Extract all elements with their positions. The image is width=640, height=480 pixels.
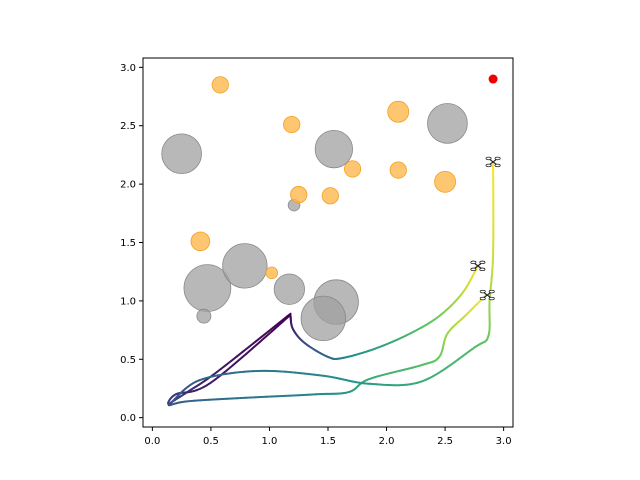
obstacle-circle — [161, 133, 202, 175]
x-tick-label: 1.5 — [320, 436, 336, 447]
x-tick-label: 0.5 — [203, 436, 219, 447]
orange-region-circle — [343, 160, 362, 178]
x-tick-label: 0.0 — [144, 436, 160, 447]
trajectory-line — [289, 264, 479, 361]
y-tick-label: 1.5 — [120, 238, 136, 249]
y-tick-label: 2.5 — [120, 121, 136, 132]
orange-region-circle — [387, 100, 410, 123]
orange-region-circle — [434, 170, 457, 193]
obstacle-circle — [300, 295, 346, 342]
obstacle-circle — [314, 129, 353, 169]
orange-region-circle — [321, 187, 339, 205]
y-tick-label: 3.0 — [120, 63, 136, 74]
orange-region-circle — [290, 186, 308, 204]
trajectory-line — [167, 160, 495, 406]
drone-icon — [485, 156, 501, 168]
orange-region-circle — [389, 161, 407, 179]
drone-icon — [470, 260, 486, 272]
obstacle-circle — [196, 308, 212, 324]
plot-area — [161, 74, 501, 407]
orange-region-circle — [211, 76, 229, 94]
drone-icon — [479, 289, 495, 301]
y-tick-label: 0.0 — [120, 413, 136, 424]
orange-region-circle — [283, 115, 301, 134]
trajectory-line — [167, 294, 488, 407]
orange-region-circle — [190, 231, 211, 252]
orange-region-circle — [265, 266, 279, 280]
y-tick-label: 2.0 — [120, 180, 136, 191]
y-tick-label: 1.0 — [120, 296, 136, 307]
obstacle-circle — [222, 243, 268, 289]
goal-marker — [488, 74, 498, 84]
obstacle-circle — [427, 103, 468, 144]
x-tick-label: 3.0 — [496, 436, 512, 447]
y-tick-label: 0.5 — [120, 355, 136, 366]
x-tick-label: 1.0 — [262, 436, 278, 447]
obstacle-circle — [273, 273, 305, 305]
x-tick-label: 2.0 — [379, 436, 395, 447]
axes: 0.0 0.5 1.0 1.5 2.0 2.5 3.0 0.0 0.5 1.0 1.5 2.0 2.5 3… — [120, 57, 514, 447]
x-tick-label: 2.5 — [437, 436, 453, 447]
